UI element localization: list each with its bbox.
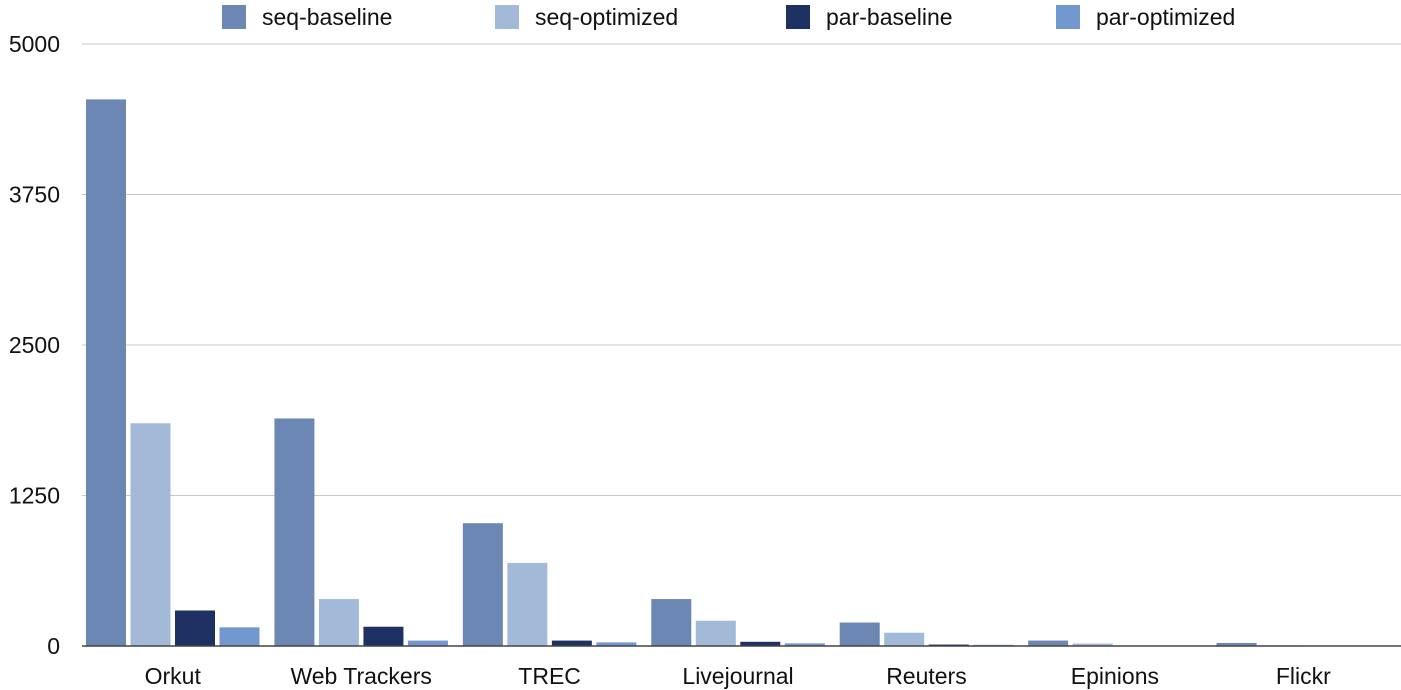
x-axis-category-labels: Orkut Web Trackers TREC Livejournal Reuters E… (145, 663, 1331, 689)
bar-seq-optimized-reuters (884, 632, 925, 646)
bar-seq-optimized-trec (507, 562, 548, 646)
y-tick-label: 2500 (9, 332, 60, 358)
y-tick-label: 5000 (9, 31, 60, 57)
legend-item-par-optimized: par-optimized (1056, 4, 1235, 30)
legend-item-seq-baseline: seq-baseline (222, 4, 392, 30)
legend-label-seq-baseline: seq-baseline (262, 4, 393, 30)
x-category-label: Web Trackers (290, 663, 431, 689)
y-tick-label: 0 (47, 633, 60, 659)
legend-swatch-par-optimized (1056, 5, 1080, 29)
x-category-label: TREC (518, 663, 581, 689)
bar-seq-optimized-epinions (1072, 643, 1113, 646)
bars (86, 99, 1391, 646)
y-axis-tick-labels: 0 1250 2500 3750 5000 (9, 31, 60, 659)
bar-seq-baseline-livejournal (651, 599, 692, 646)
bar-par-optimized-orkut (219, 627, 260, 646)
x-category-label: Orkut (145, 663, 202, 689)
bar-seq-baseline-epinions (1028, 640, 1069, 646)
bar-seq-optimized-web-trackers (318, 599, 359, 646)
bar-par-baseline-web-trackers (363, 626, 404, 646)
bar-seq-optimized-orkut (130, 423, 171, 646)
x-category-label: Reuters (886, 663, 967, 689)
bar-seq-optimized-livejournal (695, 620, 736, 646)
bar-par-optimized-web-trackers (407, 640, 448, 646)
bar-par-optimized-livejournal (784, 643, 825, 646)
x-category-label: Epinions (1071, 663, 1159, 689)
legend-swatch-par-baseline (786, 5, 810, 29)
x-category-label: Livejournal (682, 663, 793, 689)
legend-item-seq-optimized: seq-optimized (495, 4, 678, 30)
bar-par-baseline-trec (551, 640, 592, 646)
legend-label-seq-optimized: seq-optimized (535, 4, 679, 30)
y-tick-label: 3750 (9, 182, 60, 208)
bar-seq-baseline-orkut (86, 99, 126, 646)
bar-seq-baseline-trec (462, 523, 503, 646)
bar-seq-baseline-web-trackers (274, 418, 315, 646)
bar-par-optimized-trec (596, 642, 637, 646)
legend: seq-baseline seq-optimized par-baseline … (0, 0, 1401, 36)
legend-swatch-seq-baseline (222, 5, 246, 29)
x-category-label: Flickr (1276, 663, 1331, 689)
bar-seq-baseline-flickr (1216, 642, 1257, 646)
legend-label-par-baseline: par-baseline (826, 4, 953, 30)
bar-par-baseline-livejournal (740, 641, 781, 646)
legend-label-par-optimized: par-optimized (1096, 4, 1236, 30)
legend-item-par-baseline: par-baseline (786, 4, 953, 30)
y-tick-label: 1250 (9, 483, 60, 509)
bar-par-baseline-orkut (175, 610, 215, 646)
legend-swatch-seq-optimized (495, 5, 519, 29)
bar-seq-baseline-reuters (839, 622, 880, 646)
